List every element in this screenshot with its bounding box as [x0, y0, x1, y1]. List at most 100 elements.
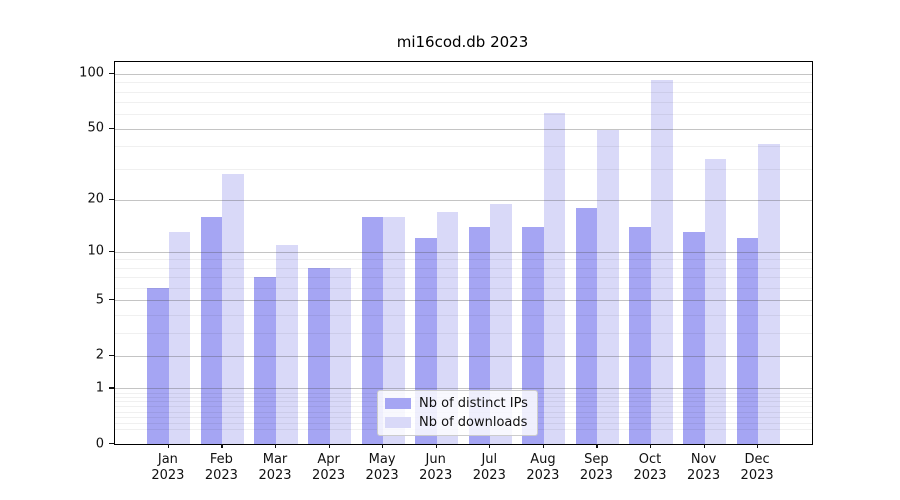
legend: Nb of distinct IPs Nb of downloads	[377, 390, 538, 436]
x-tick-label: Aug 2023	[508, 452, 578, 485]
y-tick-mark	[109, 354, 114, 357]
x-tick-month: Dec	[744, 452, 770, 467]
major-gridline	[115, 251, 812, 253]
bar-ips-jul	[468, 226, 491, 444]
bar-downloads-oct	[651, 79, 673, 444]
y-tick-mark	[109, 250, 114, 252]
x-tick-mark	[435, 444, 437, 449]
bar-downloads-jan	[168, 232, 191, 444]
minor-gridline	[115, 102, 812, 104]
x-tick-mark	[167, 444, 170, 449]
legend-swatch-distinct-ips	[385, 398, 411, 409]
x-tick-year: 2023	[258, 468, 292, 484]
x-tick-year: 2023	[419, 468, 453, 484]
bar-ips-oct	[629, 226, 651, 444]
x-tick-year: 2023	[579, 468, 613, 484]
y-tick-mark	[109, 299, 114, 301]
x-tick-mark	[328, 444, 330, 449]
minor-gridline	[115, 287, 812, 289]
x-tick-month: Jul	[481, 452, 498, 467]
minor-gridline	[115, 259, 812, 261]
bar-downloads-jun	[436, 212, 459, 444]
x-tick-year: 2023	[740, 468, 774, 484]
x-tick-label: Nov 2023	[669, 452, 739, 485]
y-tick-mark	[109, 387, 114, 389]
minor-gridline	[115, 267, 812, 269]
x-tick-year: 2023	[687, 468, 721, 484]
bar-downloads-nov	[704, 158, 727, 444]
major-gridline	[115, 300, 812, 302]
x-tick-month: Feb	[209, 452, 233, 467]
y-tick-label: 20	[87, 191, 104, 207]
major-gridline	[115, 388, 812, 390]
y-tick-label: 0	[95, 436, 104, 451]
x-tick-label: Jun 2023	[401, 452, 471, 485]
bar-ips-mar	[254, 277, 276, 444]
x-tick-mark	[221, 444, 223, 449]
x-tick-mark	[757, 444, 759, 449]
y-tick-label: 50	[87, 120, 104, 136]
bar-downloads-sep	[597, 130, 619, 444]
bar-ips-dec	[736, 238, 759, 444]
bar-ips-nov	[683, 232, 705, 444]
x-tick-mark	[703, 444, 705, 449]
x-tick-month: May	[368, 452, 396, 467]
bar-ips-sep	[575, 207, 598, 444]
bar-downloads-may	[383, 216, 405, 444]
x-tick-year: 2023	[633, 468, 667, 484]
bar-ips-apr	[308, 267, 330, 444]
y-tick-mark	[109, 72, 114, 74]
x-tick-month: Mar	[262, 452, 288, 467]
y-tick-label: 2	[95, 347, 104, 363]
major-gridline	[115, 355, 812, 357]
x-tick-mark	[489, 444, 491, 449]
major-gridline	[115, 73, 812, 75]
y-tick-mark	[109, 443, 114, 445]
y-tick-label: 1	[95, 380, 104, 396]
x-tick-month: Aug	[530, 452, 556, 467]
plot-area	[114, 61, 813, 445]
x-tick-label: Apr 2023	[294, 452, 364, 485]
minor-gridline	[115, 277, 812, 279]
bar-downloads-jul	[490, 203, 512, 444]
bar-ips-aug	[522, 226, 544, 444]
bar-ips-feb	[200, 216, 223, 444]
x-tick-year: 2023	[312, 468, 346, 484]
x-tick-label: Feb 2023	[186, 452, 256, 485]
minor-gridline	[115, 168, 812, 170]
plot-inner	[115, 62, 812, 444]
x-tick-mark	[596, 444, 598, 449]
minor-gridline	[115, 82, 812, 84]
x-tick-month: Oct	[638, 452, 662, 467]
bar-downloads-aug	[543, 112, 566, 444]
minor-gridline	[115, 314, 812, 316]
legend-entry: Nb of downloads	[385, 415, 528, 430]
x-tick-month: Sep	[584, 452, 609, 467]
x-tick-mark	[650, 444, 652, 449]
x-tick-year: 2023	[472, 468, 506, 484]
y-tick-mark	[109, 127, 114, 129]
x-tick-year: 2023	[151, 468, 185, 484]
x-tick-year: 2023	[365, 468, 399, 484]
major-gridline	[115, 199, 812, 201]
bar-downloads-dec	[758, 144, 780, 444]
bar-ips-jan	[147, 287, 169, 444]
x-tick-year: 2023	[204, 468, 238, 484]
y-tick-mark	[109, 198, 114, 200]
minor-gridline	[115, 146, 812, 148]
x-tick-month: Jan	[157, 452, 178, 467]
legend-swatch-downloads	[385, 417, 411, 428]
minor-gridline	[115, 91, 812, 93]
x-tick-label: Jul 2023	[454, 452, 524, 485]
minor-gridline	[115, 114, 812, 116]
major-gridline	[115, 128, 812, 130]
bar-ips-may	[361, 216, 384, 444]
y-tick-label: 10	[87, 243, 104, 259]
x-tick-label: Dec 2023	[722, 452, 792, 485]
y-tick-label: 100	[79, 65, 104, 81]
x-tick-label: Jan 2023	[133, 452, 203, 485]
x-tick-month: Nov	[690, 452, 717, 467]
x-tick-label: Mar 2023	[240, 452, 310, 485]
x-tick-mark	[542, 444, 545, 449]
x-tick-mark	[275, 444, 277, 449]
